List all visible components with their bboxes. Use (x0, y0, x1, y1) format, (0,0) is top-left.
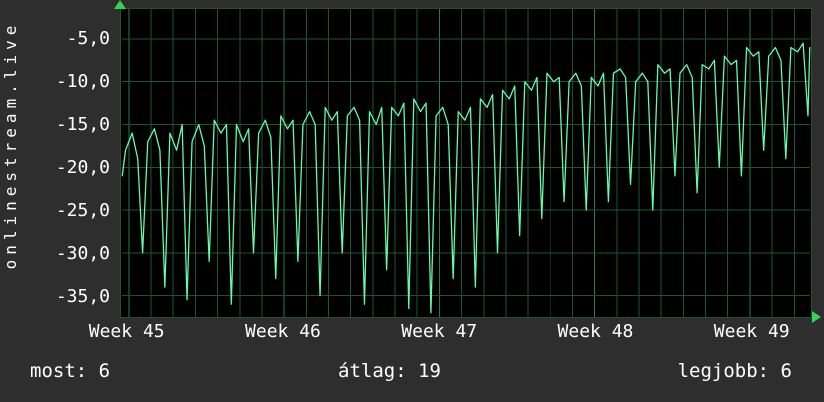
x-tick-label: Week 45 (88, 321, 165, 342)
stat-average: átlag: 19 (338, 360, 441, 382)
y-tick-label: -5,0 (66, 27, 110, 49)
y-tick-label: -30,0 (55, 242, 110, 264)
y-tick-label: -20,0 (55, 156, 110, 178)
x-tick-label: Week 46 (245, 321, 321, 342)
y-axis-arrow-icon (114, 0, 126, 9)
x-axis-arrow-icon (812, 311, 821, 323)
x-tick-label: Week 48 (557, 321, 634, 342)
y-tick-label: -15,0 (55, 113, 110, 135)
y-tick-label: -35,0 (55, 285, 110, 307)
chart-canvas (121, 9, 811, 317)
y-tick-label: -10,0 (55, 70, 110, 92)
stat-best: legjobb: 6 (677, 360, 792, 382)
stat-current: most: 6 (30, 360, 111, 382)
plot-area (120, 8, 812, 318)
y-tick-label: -25,0 (55, 199, 110, 221)
x-tick-label: Week 47 (401, 321, 478, 342)
x-tick-label: Week 49 (713, 321, 790, 342)
